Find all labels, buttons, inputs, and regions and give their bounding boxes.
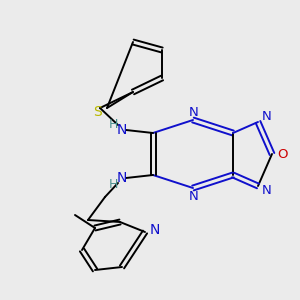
Text: S: S — [93, 105, 101, 119]
Text: N: N — [262, 110, 272, 124]
Text: N: N — [150, 223, 160, 237]
Text: N: N — [189, 106, 199, 118]
Text: N: N — [117, 123, 127, 137]
Text: N: N — [189, 190, 199, 202]
Text: O: O — [277, 148, 287, 160]
Text: H: H — [108, 118, 118, 130]
Text: N: N — [117, 171, 127, 185]
Text: N: N — [262, 184, 272, 197]
Text: H: H — [108, 178, 118, 190]
